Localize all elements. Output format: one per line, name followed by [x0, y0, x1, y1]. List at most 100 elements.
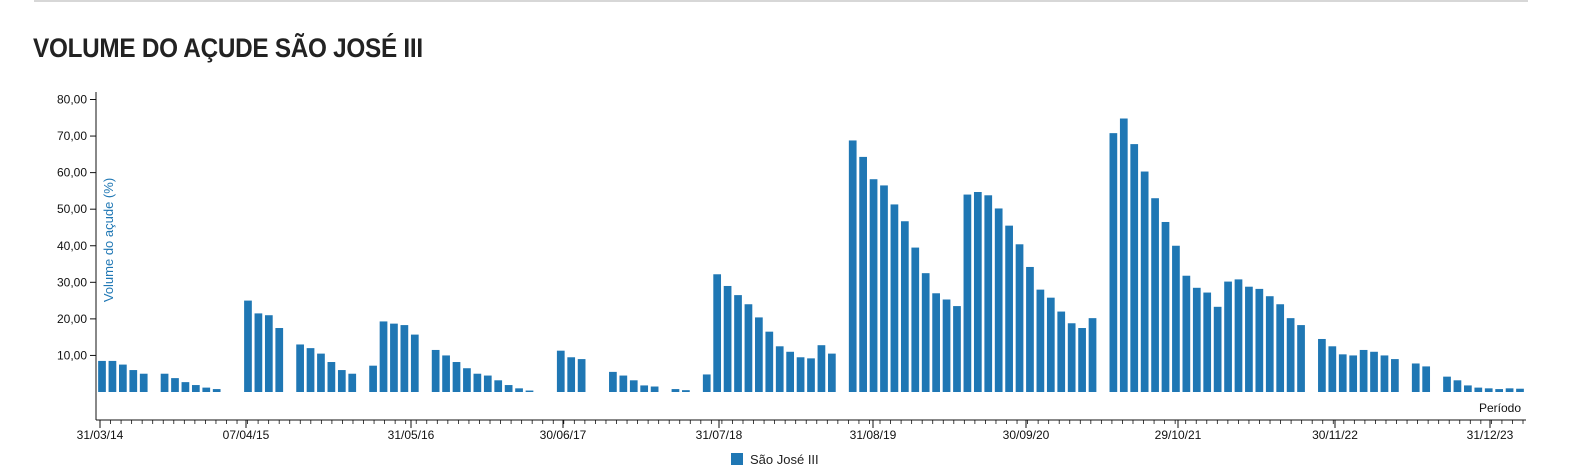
bar [744, 304, 753, 392]
bar [911, 247, 920, 392]
y-tick-label: 80,00 [57, 93, 87, 107]
bar [494, 380, 503, 392]
bar [129, 370, 138, 392]
bar [900, 221, 909, 392]
bar [1391, 359, 1399, 392]
bar [1036, 289, 1045, 393]
bar [1015, 244, 1024, 392]
bar [1380, 355, 1389, 392]
bar [723, 285, 732, 392]
x-axis-ticks: 31/03/14 07/04/15 31/05/16 30/06/17 31/07/18… [77, 420, 1524, 442]
bar [1057, 311, 1066, 392]
bar [390, 323, 398, 392]
bar [984, 195, 993, 392]
bar [191, 385, 200, 392]
x-tick-label: 30/11/22 [1312, 428, 1358, 442]
x-tick-label: 31/12/23 [1467, 428, 1514, 442]
bar [1505, 388, 1514, 392]
bar [108, 360, 117, 392]
bar [296, 344, 304, 392]
bar [1349, 355, 1358, 392]
bar [963, 194, 972, 392]
bar [400, 325, 409, 392]
x-tick-label: 30/09/20 [1003, 428, 1050, 442]
legend-swatch [731, 453, 743, 465]
x-tick-label: 07/04/15 [223, 428, 270, 442]
bar [807, 358, 815, 392]
bar [525, 390, 534, 392]
bar [181, 382, 190, 392]
bar [1005, 225, 1013, 392]
y-axis-title: Volume do açude (%) [101, 178, 116, 302]
bar [1411, 363, 1420, 392]
bar [348, 373, 357, 392]
bar [1265, 296, 1274, 392]
bar [755, 317, 763, 392]
bar [1297, 325, 1305, 392]
x-tick-label: 31/08/19 [850, 428, 897, 442]
y-tick-label: 30,00 [57, 275, 87, 289]
bar [504, 385, 513, 392]
bar [1203, 292, 1212, 392]
bar [1338, 354, 1347, 392]
bar [765, 331, 774, 392]
bar [1484, 388, 1493, 392]
top-divider [34, 0, 1528, 2]
bar [1182, 275, 1191, 392]
bar [452, 362, 461, 392]
bar [1192, 287, 1201, 392]
bar [1516, 388, 1524, 392]
bar [1213, 306, 1222, 392]
x-tick-label: 31/07/18 [696, 428, 743, 442]
bar [890, 204, 899, 392]
bar [202, 387, 211, 392]
legend: São José III [731, 452, 819, 467]
bar [1026, 266, 1034, 392]
bar [619, 375, 628, 392]
x-axis-title: Período [1479, 401, 1521, 415]
bar [1328, 346, 1337, 392]
x-tick-label: 31/05/16 [388, 428, 435, 442]
bar [379, 321, 388, 392]
bar [139, 373, 148, 392]
bar [483, 375, 492, 392]
bar [1172, 245, 1180, 392]
bar [577, 359, 586, 392]
legend-label: São José III [750, 452, 819, 467]
bar [160, 373, 169, 392]
bar [1067, 323, 1076, 392]
bar [1359, 349, 1368, 392]
bar [410, 334, 419, 392]
bar [556, 350, 565, 392]
bar [212, 389, 221, 392]
bar [953, 306, 961, 392]
bar [1286, 318, 1295, 392]
bar [1245, 286, 1253, 392]
bar [327, 362, 336, 392]
bar [442, 355, 450, 392]
bar [264, 315, 273, 392]
bar [973, 192, 982, 392]
bar [431, 349, 440, 392]
bar [775, 346, 784, 392]
bar [650, 386, 659, 392]
bar [1151, 198, 1159, 392]
y-tick-label: 70,00 [57, 129, 87, 143]
bar [1140, 171, 1149, 392]
bar [869, 179, 878, 392]
bar [786, 351, 795, 392]
bar [1046, 297, 1055, 392]
bar [1078, 328, 1086, 392]
bar [306, 348, 315, 393]
bar [1088, 318, 1097, 392]
bar [337, 370, 346, 392]
bar [1255, 288, 1264, 392]
bar [1161, 221, 1170, 392]
bar [713, 274, 722, 392]
bar [1370, 351, 1378, 392]
bar [1130, 144, 1139, 392]
bar [921, 273, 930, 392]
x-tick-label: 31/03/14 [77, 428, 124, 442]
y-tick-label: 40,00 [57, 239, 87, 253]
x-tick-label: 30/06/17 [540, 428, 587, 442]
